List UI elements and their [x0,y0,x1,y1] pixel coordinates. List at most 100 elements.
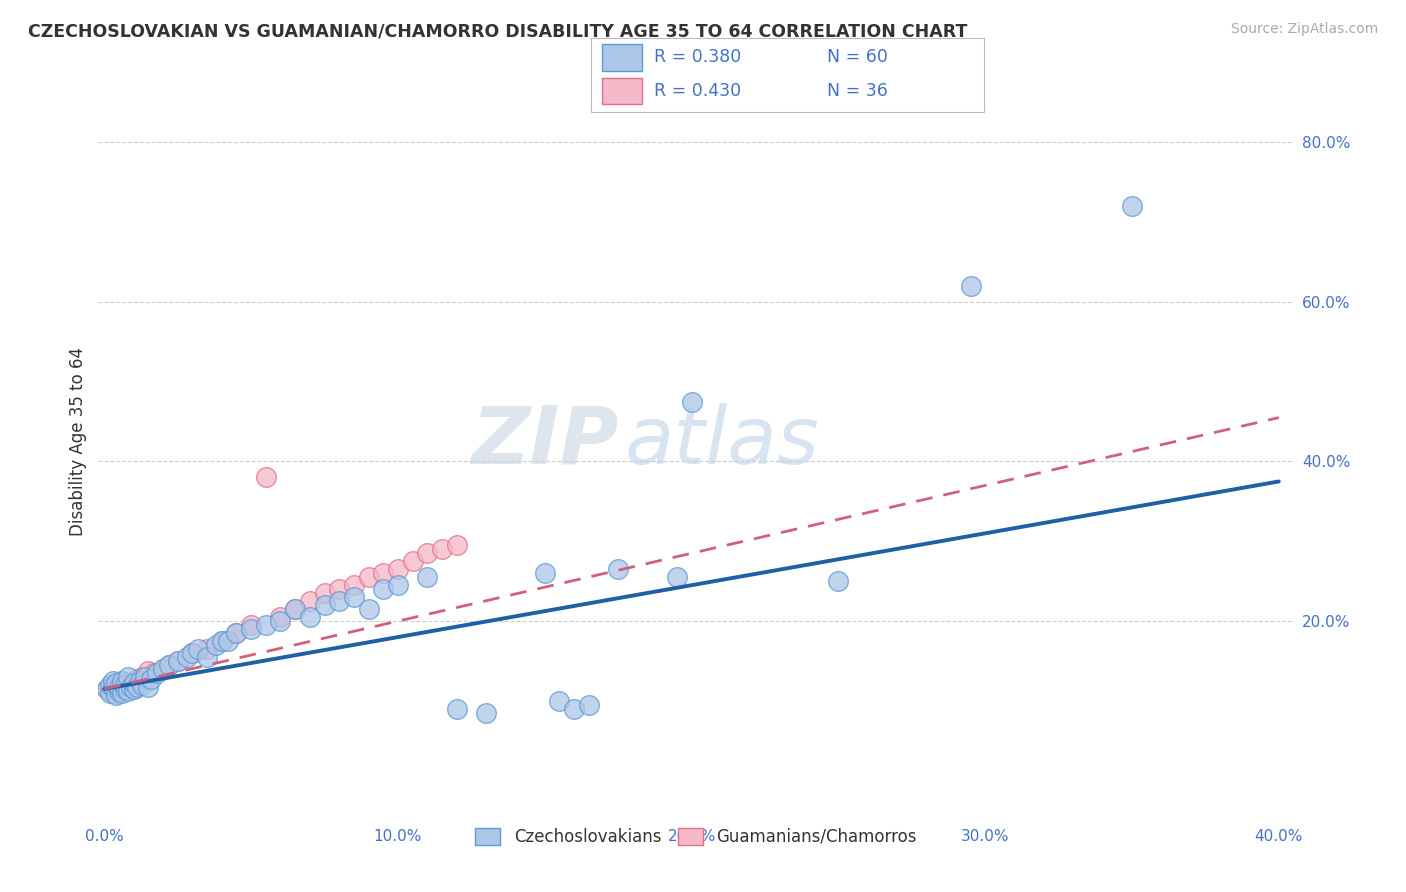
Point [284,602,307,616]
Point [117,684,139,698]
Point [117,670,139,684]
Point [122,676,145,690]
Point [254,618,277,632]
Point [101,680,124,694]
Point [98,684,121,698]
Point [125,680,148,694]
Point [387,562,409,576]
Point [152,662,174,676]
Point [101,680,124,694]
Point [430,542,453,557]
Point [211,634,233,648]
Point [96,681,118,696]
Text: atlas: atlas [624,402,820,481]
Point [131,678,153,692]
Point [240,618,263,632]
Point [157,658,180,673]
Point [211,634,233,648]
Text: Source: ZipAtlas.com: Source: ZipAtlas.com [1230,22,1378,37]
Text: CZECHOSLOVAKIAN VS GUAMANIAN/CHAMORRO DISABILITY AGE 35 TO 64 CORRELATION CHART: CZECHOSLOVAKIAN VS GUAMANIAN/CHAMORRO DI… [28,22,967,40]
Point [117,676,139,690]
Point [314,598,336,612]
Point [98,678,121,692]
Point [416,546,439,560]
Point [446,538,468,552]
Point [827,574,849,589]
Point [122,681,145,696]
Point [105,676,128,690]
Point [105,688,128,702]
Point [134,670,156,684]
Point [125,672,148,686]
Point [128,673,150,688]
Point [562,702,585,716]
Point [533,566,555,581]
Point [357,602,380,616]
Point [108,678,131,692]
Point [387,578,409,592]
Y-axis label: Disability Age 35 to 64: Disability Age 35 to 64 [69,347,87,536]
Point [181,646,204,660]
Point [157,658,180,673]
Point [120,681,142,696]
Point [607,562,630,576]
Point [446,702,468,716]
Point [373,582,395,597]
Point [373,566,395,581]
Point [269,610,291,624]
Point [254,470,277,484]
Point [343,578,366,592]
Point [681,394,703,409]
Point [122,678,145,692]
Point [114,678,136,692]
Point [343,590,366,604]
Point [217,634,239,648]
Point [298,610,321,624]
Point [401,554,423,568]
Point [152,662,174,676]
Point [298,594,321,608]
Point [98,686,121,700]
Point [138,664,160,678]
Point [143,665,166,680]
Point [475,706,498,720]
Point [141,672,163,686]
Bar [602,78,641,104]
Point [166,654,188,668]
Point [195,650,218,665]
Point [114,681,136,696]
Point [269,614,291,628]
Point [187,642,209,657]
Point [101,673,124,688]
Point [205,638,228,652]
Point [111,673,134,688]
Point [176,650,198,665]
Point [108,680,131,694]
Text: N = 60: N = 60 [827,48,887,66]
Text: ZIP: ZIP [471,402,619,481]
Point [328,594,350,608]
Point [314,586,336,600]
Point [416,570,439,584]
Point [146,665,169,680]
Point [138,680,160,694]
Point [96,681,118,696]
Point [105,686,128,700]
Point [1121,199,1143,213]
Text: N = 36: N = 36 [827,82,887,100]
Point [959,279,981,293]
Point [120,680,142,694]
Point [108,684,131,698]
Text: R = 0.430: R = 0.430 [654,82,741,100]
Point [665,570,688,584]
Bar [602,45,641,70]
Text: R = 0.380: R = 0.380 [654,48,741,66]
Point [225,626,247,640]
Point [284,602,307,616]
Point [357,570,380,584]
Point [181,646,204,660]
Point [240,622,263,636]
Point [548,694,571,708]
Point [111,686,134,700]
Point [114,680,136,694]
